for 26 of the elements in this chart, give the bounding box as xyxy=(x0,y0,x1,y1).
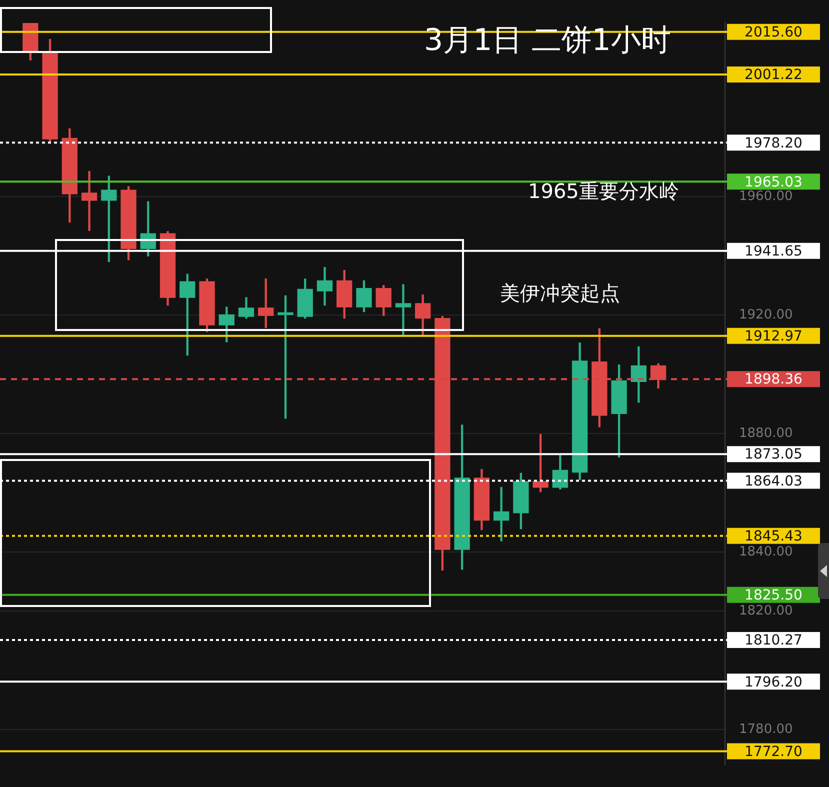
ref-line-label: 1864.03 xyxy=(744,473,802,490)
ref-line-label: 1845.43 xyxy=(744,528,802,545)
ref-line-label: 1912.97 xyxy=(744,328,802,344)
ref-line-label: 2001.22 xyxy=(744,67,802,84)
ref-line-label: 2015.60 xyxy=(744,24,802,41)
ref-line-label: 1898.36 xyxy=(744,372,803,388)
annotation: 美伊冲突起点 xyxy=(500,280,620,307)
candlestick xyxy=(493,487,510,542)
ref-line-label: 1965.03 xyxy=(744,174,802,190)
chart-title: 3月1日 二饼1小时 xyxy=(424,22,671,60)
y-tick-label: 1820.00 xyxy=(739,604,793,619)
candlestick xyxy=(81,171,98,231)
ref-line-label: 1978.20 xyxy=(744,135,802,152)
y-tick-label: 1780.00 xyxy=(739,722,793,738)
y-tick-label: 1960.00 xyxy=(739,188,793,204)
y-tick-label: 1880.00 xyxy=(739,426,793,441)
candlestick xyxy=(395,284,412,335)
ref-line-label: 1873.05 xyxy=(744,446,802,463)
ref-line-label: 1941.65 xyxy=(744,244,802,260)
y-tick-label: 1920.00 xyxy=(739,307,793,322)
annotation: 1965重要分水岭 xyxy=(528,178,679,205)
ref-line-label: 1810.27 xyxy=(744,632,802,649)
ref-line-label: 1825.50 xyxy=(744,588,802,604)
ref-line-label: 1772.70 xyxy=(744,744,802,760)
y-tick-label: 1840.00 xyxy=(739,544,793,560)
ref-line-label: 1796.20 xyxy=(744,674,802,690)
